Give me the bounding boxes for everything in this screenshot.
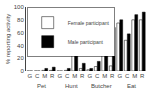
svg-text:G: G [27, 73, 32, 79]
svg-text:20: 20 [17, 55, 24, 61]
svg-text:80: 80 [17, 17, 24, 23]
svg-text:40: 40 [17, 43, 24, 49]
svg-text:C: C [35, 73, 40, 79]
svg-text:Female participant: Female participant [68, 20, 110, 26]
svg-text:Eat: Eat [127, 83, 136, 89]
svg-text:M: M [42, 73, 47, 79]
svg-text:R: R [80, 73, 85, 79]
svg-text:60: 60 [17, 30, 24, 36]
svg-text:0: 0 [20, 68, 24, 74]
svg-text:Pet: Pet [37, 83, 46, 89]
svg-text:M: M [102, 73, 107, 79]
svg-text:C: C [95, 73, 100, 79]
svg-text:C: C [125, 73, 130, 79]
svg-text:C: C [65, 73, 70, 79]
svg-text:% reporting activity: % reporting activity [5, 14, 11, 65]
svg-text:M: M [132, 73, 137, 79]
svg-text:Male participant: Male participant [68, 39, 104, 45]
svg-text:R: R [110, 73, 115, 79]
svg-text:M: M [72, 73, 77, 79]
svg-text:Butcher: Butcher [91, 83, 112, 89]
svg-text:G: G [57, 73, 62, 79]
svg-text:G: G [117, 73, 122, 79]
svg-text:G: G [87, 73, 92, 79]
svg-text:R: R [50, 73, 55, 79]
svg-text:R: R [140, 73, 145, 79]
svg-text:Hunt: Hunt [65, 83, 78, 89]
svg-text:100: 100 [14, 4, 25, 10]
